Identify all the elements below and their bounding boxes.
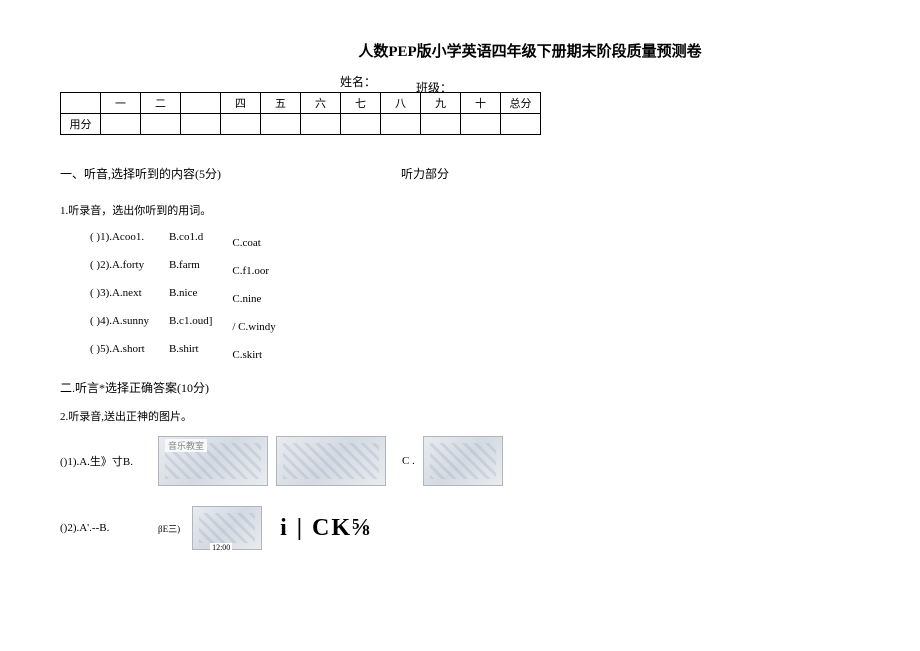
table-cell	[181, 93, 221, 114]
table-cell: 七	[341, 93, 381, 114]
sub-heading-1: 1.听录音，选出你听到的用词。	[60, 202, 860, 218]
table-cell	[341, 114, 381, 135]
section-1-heading: 一、听音,选择听到的内容(5分)	[60, 165, 221, 182]
question-item: ( )2).A.forty	[90, 256, 149, 274]
table-cell	[501, 114, 541, 135]
table-cell: 五	[261, 93, 301, 114]
image-row-2: ()2).A'.--B. βE三) 12:00 i | CK⅝	[60, 506, 860, 550]
table-cell	[101, 114, 141, 135]
placeholder-image: 音乐教室	[158, 436, 268, 486]
table-cell: 一	[101, 93, 141, 114]
time-label: 12:00	[210, 543, 232, 552]
question-item: B.co1.d	[169, 228, 212, 246]
table-cell	[181, 114, 221, 135]
table-cell: 总分	[501, 93, 541, 114]
table-cell	[421, 114, 461, 135]
table-cell	[301, 114, 341, 135]
score-table: 一 二 四 五 六 七 八 九 十 总分 用分	[60, 92, 541, 135]
table-cell	[61, 93, 101, 114]
table-cell	[221, 114, 261, 135]
placeholder-image	[276, 436, 386, 486]
question-item: ( )3).A.next	[90, 284, 149, 302]
table-cell: 八	[381, 93, 421, 114]
placeholder-image	[423, 436, 503, 486]
question-col-a: ( )1).Acoo1. ( )2).A.forty ( )3).A.next …	[90, 228, 149, 364]
image-row-label: ()2).A'.--B.	[60, 522, 150, 534]
table-cell	[381, 114, 421, 135]
question-col-c: C.coat C.f1.oor C.nine / C.windy C.skirt	[232, 234, 275, 364]
image-caption: 音乐教室	[165, 439, 207, 452]
question-item: B.c1.oud]	[169, 312, 212, 330]
name-class-row: 姓名： 班级：	[60, 73, 860, 90]
beta-text: βE三)	[158, 522, 180, 535]
question-item: B.farm	[169, 256, 212, 274]
question-item: C.f1.oor	[232, 262, 275, 280]
question-grid: ( )1).Acoo1. ( )2).A.forty ( )3).A.next …	[90, 228, 860, 364]
question-item: ( )4).A.sunny	[90, 312, 149, 330]
table-row: 一 二 四 五 六 七 八 九 十 总分	[61, 93, 541, 114]
table-cell	[141, 114, 181, 135]
image-row-label: ()1).A.生》寸B.	[60, 453, 150, 469]
table-cell: 用分	[61, 114, 101, 135]
table-cell: 十	[461, 93, 501, 114]
table-cell: 四	[221, 93, 261, 114]
question-item: C.coat	[232, 234, 275, 252]
table-cell: 二	[141, 93, 181, 114]
sub-heading-2: 2.听录音,送出正神的图片。	[60, 408, 860, 424]
option-c-label: C .	[402, 455, 415, 467]
question-item: C.nine	[232, 290, 275, 308]
section-2-heading: 二.听言*选择正确答案(10分)	[60, 379, 860, 396]
name-label: 姓名：	[340, 73, 376, 90]
table-cell	[461, 114, 501, 135]
question-item: B.nice	[169, 284, 212, 302]
table-cell: 六	[301, 93, 341, 114]
question-item: ( )5).A.short	[90, 340, 149, 358]
ic-ck-text: i | CK⅝	[280, 515, 372, 542]
listening-part-label: 听力部分	[401, 165, 449, 182]
table-cell	[261, 114, 301, 135]
question-item: ( )1).Acoo1.	[90, 228, 149, 246]
table-row: 用分	[61, 114, 541, 135]
section-row: 一、听音,选择听到的内容(5分) 听力部分	[60, 165, 860, 192]
question-item: B.shirt	[169, 340, 212, 358]
image-row-1: ()1).A.生》寸B. 音乐教室 C .	[60, 436, 860, 486]
class-label: 班级：	[416, 79, 452, 96]
question-col-b: B.co1.d B.farm B.nice B.c1.oud] B.shirt	[169, 228, 212, 364]
exam-title: 人数PEP版小学英语四年级下册期末阶段质量预测卷	[200, 40, 860, 61]
question-item: / C.windy	[232, 318, 275, 336]
question-item: C.skirt	[232, 346, 275, 364]
